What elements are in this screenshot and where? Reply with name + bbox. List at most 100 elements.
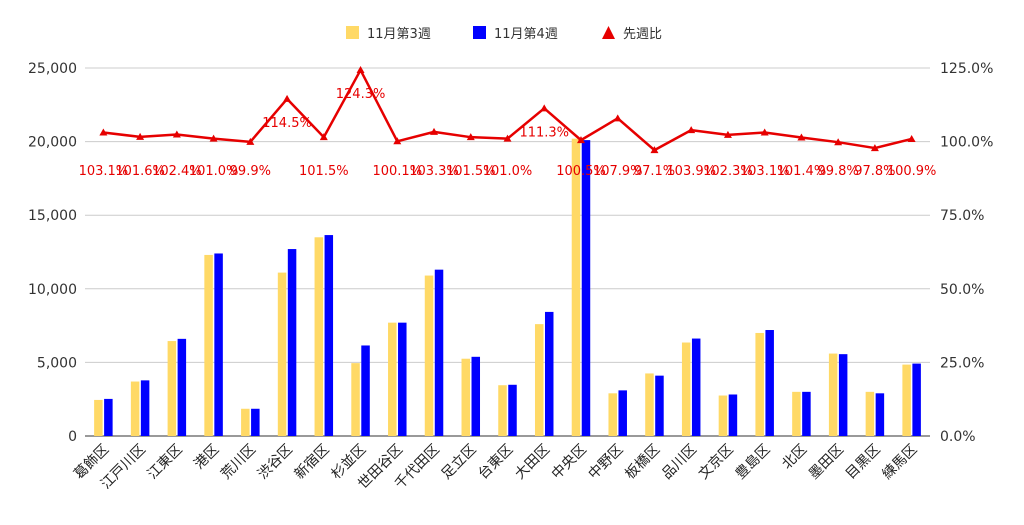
bar-week3 [865,391,875,436]
ratio-data-label: 100.9% [887,164,937,179]
ratio-point [907,134,916,142]
bar-week3 [571,138,581,436]
ratio-data-label: 101.5% [446,164,496,179]
ratio-point [650,146,659,154]
y-left-tick-label: 25,000 [28,61,77,77]
bar-week3 [681,342,691,436]
ratio-point [283,94,292,102]
ratio-data-label: 101.0% [189,164,239,179]
ratio-point [136,132,145,140]
x-tick-label: 豊島区 [732,442,773,483]
legend-swatch [473,26,486,39]
bar-week3 [94,399,103,436]
y-left-tick-label: 0 [68,429,77,445]
bar-week3 [718,395,728,436]
x-tick-label: 荒川区 [218,442,259,483]
bar-week4 [544,311,554,436]
x-tick-label: 北区 [779,442,810,473]
x-tick-label: 中野区 [586,442,627,483]
ratio-data-label: 99.8% [817,164,858,179]
ratio-data-label: 103.1% [79,164,129,179]
ratio-point [430,127,439,135]
y-right-tick-label: 25.0% [940,355,984,371]
ratio-point [797,133,806,141]
bar-week4 [618,390,627,436]
bar-week3 [241,408,250,436]
ratio-data-label: 114.5% [262,116,312,131]
y-right-tick-label: 75.0% [940,208,984,224]
data-labels: 103.1%101.6%102.4%101.0%99.9%114.5%101.5… [79,87,937,179]
ratio-point [209,134,218,142]
bar-week4 [838,354,848,436]
ratio-data-label: 97.8% [854,164,895,179]
y-left-tick-label: 10,000 [28,282,77,298]
y-right-tick-label: 100.0% [940,135,993,151]
bar-week3 [902,364,911,436]
bar-week3 [755,332,764,436]
ratio-data-label: 101.5% [299,164,349,179]
legend-label: 11月第4週 [494,27,558,42]
ratio-point [393,137,402,145]
legend-swatch [346,26,359,39]
bar-week4 [140,380,150,436]
bar-week3 [461,358,471,436]
ratio-point [356,66,365,74]
bar-week4 [691,338,701,436]
bar-week3 [167,341,177,436]
bar-week3 [388,322,397,436]
x-tick-label: 港区 [191,442,222,473]
ratio-point [870,144,879,152]
ratio-data-label: 100.5% [556,164,606,179]
bar-week4 [765,330,774,436]
bar-week3 [534,324,544,436]
x-tick-label: 中央区 [549,442,590,483]
bar-week4 [581,140,591,437]
bar-week4 [398,322,407,436]
bar-week4 [104,398,113,436]
x-tick-label: 墨田区 [806,442,847,483]
x-tick-label: 新宿区 [291,441,333,483]
bar-week3 [645,373,654,436]
ratio-point [466,133,475,141]
legend-marker [602,26,615,39]
bar-week3 [608,393,617,436]
ratio-point [503,134,512,142]
ratio-line [99,66,916,154]
bar-week3 [828,353,838,436]
y-left-tick-label: 15,000 [28,208,77,224]
ratio-point [723,130,732,138]
bar-week4 [214,253,223,436]
x-tick-label: 品川区 [659,442,700,483]
ratio-data-label: 97.1% [634,164,675,179]
bar-week3 [277,272,287,436]
bars [94,138,921,437]
ratio-point [760,128,769,136]
ratio-point [319,133,328,141]
x-tick-label: 文京区 [696,442,737,483]
ratio-point [613,114,622,122]
x-tick-label: 台東区 [475,442,516,483]
bar-week4 [177,338,187,436]
ratio-data-label: 103.3% [409,164,459,179]
ratio-data-label: 100.1% [372,164,422,179]
bar-week4 [508,384,517,436]
x-tick-label: 渋谷区 [255,442,296,483]
y-right-tick-label: 50.0% [940,282,984,298]
ratio-point [834,138,843,146]
y-right-tick-label: 0.0% [940,429,976,445]
y-right-tick-label: 125.0% [940,61,993,77]
bar-week3 [498,385,507,436]
bar-week4 [655,375,664,436]
ratio-data-label: 101.6% [115,164,165,179]
ratio-data-label: 99.9% [230,164,271,179]
y-left-tick-label: 20,000 [28,135,77,151]
bar-week4 [251,408,260,436]
ratio-data-label: 101.4% [777,164,827,179]
ratio-point [540,104,549,112]
x-tick-label: 目黒区 [843,442,884,483]
bar-week3 [792,391,801,436]
bar-week4 [802,391,811,436]
ratio-data-label: 124.3% [336,87,386,102]
ratio-point [687,126,696,134]
